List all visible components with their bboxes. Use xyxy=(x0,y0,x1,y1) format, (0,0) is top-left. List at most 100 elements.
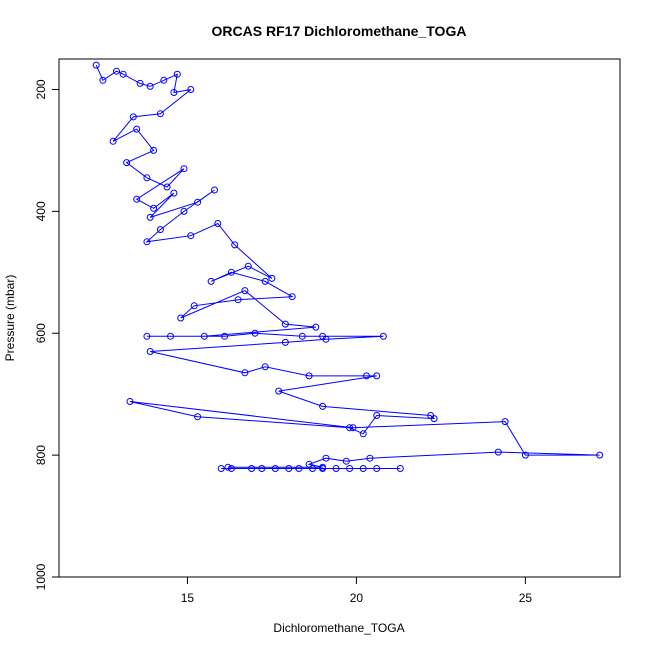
data-point xyxy=(234,296,242,304)
data-point xyxy=(200,332,208,340)
data-point xyxy=(170,189,178,197)
data-point xyxy=(346,424,354,432)
data-point xyxy=(281,338,289,346)
data-point xyxy=(227,465,235,472)
data-point xyxy=(373,412,381,419)
data-point xyxy=(177,314,185,322)
plot-frame xyxy=(58,58,621,578)
data-point xyxy=(268,274,276,282)
y-axis-label: Pressure (mbar) xyxy=(3,275,17,362)
data-point xyxy=(309,465,316,472)
data-point xyxy=(312,323,320,331)
y-tick-label: 1000 xyxy=(34,563,48,590)
data-point xyxy=(275,387,283,395)
data-point xyxy=(261,363,269,371)
data-point xyxy=(99,76,107,84)
data-point xyxy=(319,402,327,410)
data-point xyxy=(146,348,154,355)
data-point xyxy=(295,465,303,472)
data-point xyxy=(227,268,235,276)
data-point xyxy=(379,332,387,340)
chart-title: ORCAS RF17 Dichloromethane_TOGA xyxy=(212,23,467,39)
data-point xyxy=(430,415,438,423)
data-point xyxy=(194,198,202,206)
data-point xyxy=(396,465,404,472)
data-point xyxy=(109,137,117,145)
data-point xyxy=(133,125,141,133)
data-point xyxy=(136,79,144,87)
data-point xyxy=(346,465,354,472)
data-point xyxy=(119,70,127,78)
data-point xyxy=(224,463,232,471)
data-point xyxy=(596,451,604,459)
x-tick-label: 20 xyxy=(350,591,364,605)
data-point xyxy=(173,70,181,78)
data-point xyxy=(305,372,313,380)
data-point xyxy=(521,451,529,459)
data-point xyxy=(150,146,158,154)
data-point xyxy=(251,329,259,337)
data-point xyxy=(363,372,370,380)
data-point xyxy=(194,413,202,421)
x-axis: 15 20 25 xyxy=(181,577,533,605)
data-point xyxy=(288,293,296,301)
data-point xyxy=(156,110,164,118)
data-point xyxy=(359,430,367,438)
data-point xyxy=(156,226,164,234)
data-point xyxy=(143,238,151,246)
data-point xyxy=(190,302,198,310)
data-point xyxy=(221,332,229,340)
data-point xyxy=(349,424,357,432)
series-layer xyxy=(92,61,604,472)
data-point xyxy=(373,465,381,472)
data-point xyxy=(170,89,178,96)
data-point xyxy=(211,186,218,194)
y-tick-label: 400 xyxy=(34,201,48,221)
data-point xyxy=(163,183,171,191)
data-point xyxy=(285,465,293,472)
data-point xyxy=(133,195,141,203)
data-point xyxy=(207,277,215,285)
data-point xyxy=(305,460,313,468)
data-point xyxy=(217,465,225,472)
data-point xyxy=(143,332,151,340)
data-point xyxy=(258,465,266,472)
data-point xyxy=(342,457,350,465)
data-point xyxy=(241,369,249,377)
data-point xyxy=(366,454,374,462)
data-point xyxy=(146,82,154,90)
data-point xyxy=(129,113,137,121)
data-point xyxy=(494,448,502,456)
data-point xyxy=(261,277,269,285)
data-point xyxy=(150,204,158,212)
data-point xyxy=(167,332,174,340)
y-tick-label: 600 xyxy=(34,323,48,343)
data-point xyxy=(214,220,222,227)
data-point xyxy=(143,174,151,182)
data-point xyxy=(359,465,367,472)
data-point xyxy=(322,454,330,462)
data-point xyxy=(113,67,120,75)
data-point xyxy=(319,465,327,472)
data-point xyxy=(248,465,256,472)
data-point xyxy=(180,207,188,215)
data-point xyxy=(501,418,509,426)
data-point xyxy=(373,372,381,380)
data-point xyxy=(160,76,168,84)
y-axis: 200 400 600 800 1000 xyxy=(34,79,59,590)
data-point xyxy=(92,61,100,69)
data-point xyxy=(271,465,279,472)
y-tick-label: 200 xyxy=(34,79,48,99)
data-point xyxy=(298,332,306,340)
x-tick-label: 25 xyxy=(519,591,533,605)
y-tick-label: 800 xyxy=(34,445,48,465)
data-point xyxy=(281,320,289,328)
data-point xyxy=(187,232,195,240)
series-line xyxy=(95,64,600,468)
data-point xyxy=(123,159,131,167)
data-point xyxy=(180,165,188,173)
x-axis-label: Dichloromethane_TOGA xyxy=(273,621,404,635)
data-point xyxy=(126,398,134,405)
data-point xyxy=(332,465,340,472)
